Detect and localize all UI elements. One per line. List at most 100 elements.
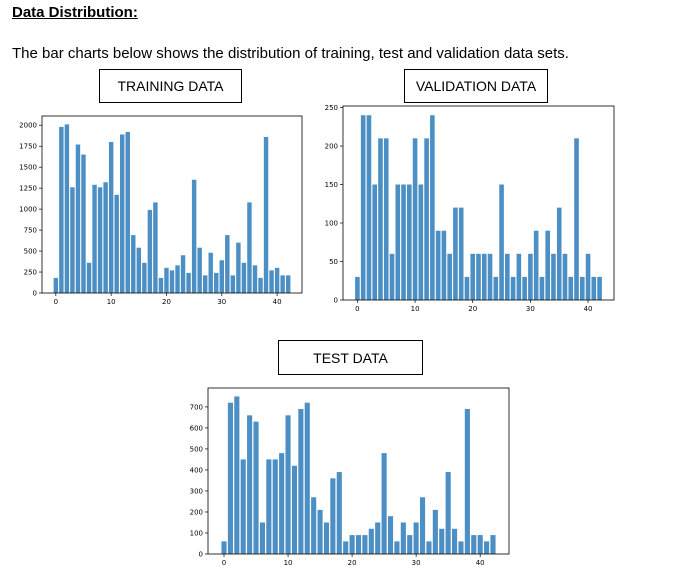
- validation-plot-frame: [342, 105, 615, 301]
- training-bar: [258, 277, 263, 293]
- training-bar: [236, 242, 241, 293]
- test-bar: [234, 396, 240, 554]
- training-x-tick-label: 40: [273, 298, 282, 306]
- validation-y-tick-label: 50: [329, 258, 338, 266]
- validation-bar: [505, 253, 510, 300]
- training-bar: [114, 194, 119, 293]
- training-bar: [153, 202, 158, 293]
- validation-y-tick-label: 0: [334, 297, 338, 305]
- validation-bar: [481, 253, 487, 300]
- training-y-tick-label: 0: [33, 290, 37, 298]
- training-bar: [208, 252, 213, 293]
- training-bar: [64, 124, 70, 293]
- validation-bar: [539, 276, 545, 300]
- validation-bar: [412, 138, 418, 300]
- validation-y-tick-label: 200: [325, 143, 338, 151]
- validation-bar: [383, 138, 389, 300]
- training-chart: 0 10 20 30 40 0 250 500 750 1000 1250 1500 1750 2000: [0, 110, 310, 310]
- training-bar: [70, 187, 75, 293]
- training-bar: [202, 275, 208, 293]
- training-bar: [219, 260, 224, 293]
- test-bar: [387, 516, 394, 554]
- training-bar: [269, 270, 274, 293]
- training-bar: [197, 247, 202, 293]
- validation-bar: [355, 276, 360, 300]
- test-bar: [240, 459, 246, 554]
- training-bar: [103, 182, 108, 293]
- validation-bar: [378, 138, 383, 300]
- test-bar: [279, 453, 285, 554]
- training-bar: [142, 262, 147, 293]
- training-bar: [186, 272, 191, 293]
- training-bar: [97, 187, 103, 293]
- test-bar: [464, 409, 470, 554]
- validation-chart: 0 10 20 30 40 0 50 100 150 200 250: [315, 100, 620, 322]
- training-y-tick-label: 500: [24, 248, 37, 256]
- test-bar: [413, 522, 419, 554]
- validation-bar: [447, 253, 452, 300]
- validation-data-label: VALIDATION DATA: [404, 69, 548, 103]
- training-bar: [120, 134, 125, 293]
- test-bar: [394, 541, 400, 554]
- training-x-tick-label: 20: [162, 298, 171, 306]
- training-x-tick-label: 10: [107, 298, 116, 306]
- validation-bar: [574, 138, 579, 300]
- test-bar: [259, 522, 265, 554]
- validation-bar: [395, 184, 401, 300]
- validation-bar: [516, 253, 522, 300]
- validation-bar: [453, 207, 458, 300]
- test-bar: [285, 415, 291, 554]
- validation-bar: [424, 138, 429, 300]
- validation-bar: [493, 276, 499, 300]
- test-y-tick-label: 100: [190, 529, 203, 537]
- test-bar: [375, 522, 381, 554]
- test-y-tick-label: 700: [190, 403, 203, 411]
- training-bar: [175, 265, 180, 293]
- test-bar: [330, 478, 336, 554]
- training-bar: [191, 179, 197, 293]
- training-y-tick-label: 1500: [19, 164, 37, 172]
- training-y-tick-label: 750: [24, 227, 37, 235]
- test-bar: [298, 409, 304, 554]
- test-bar: [471, 535, 477, 554]
- test-bar: [452, 528, 458, 554]
- validation-bar: [470, 253, 476, 300]
- validation-bar: [389, 253, 395, 300]
- validation-bar: [476, 253, 481, 300]
- test-bar: [439, 528, 445, 554]
- validation-bar: [418, 184, 424, 300]
- test-bar: [400, 522, 406, 554]
- test-y-tick-label: 600: [190, 424, 203, 432]
- validation-bar: [551, 253, 556, 300]
- test-bar: [343, 541, 349, 554]
- section-heading: Data Distribution:: [12, 4, 138, 21]
- validation-bar: [407, 184, 412, 300]
- test-bar: [458, 541, 464, 554]
- training-x-tick-label: 0: [54, 298, 58, 306]
- training-bar: [131, 235, 136, 293]
- training-bar: [147, 209, 153, 293]
- training-bar: [263, 136, 269, 293]
- validation-bar: [562, 253, 568, 300]
- validation-bar: [568, 276, 574, 300]
- validation-x-tick-label: 10: [411, 305, 420, 313]
- test-bar: [272, 459, 278, 554]
- validation-bar: [545, 230, 550, 300]
- test-bar: [317, 509, 323, 554]
- validation-bar: [464, 276, 470, 300]
- test-bar: [355, 535, 362, 554]
- validation-bar: [401, 184, 406, 300]
- test-bar: [323, 522, 330, 554]
- test-bar: [490, 535, 496, 554]
- validation-bar: [360, 115, 366, 301]
- training-plot-frame: [41, 115, 303, 294]
- test-bar: [221, 541, 227, 554]
- test-bar: [227, 402, 233, 554]
- test-bar: [253, 421, 259, 554]
- test-bar: [291, 465, 298, 554]
- test-bar: [484, 541, 490, 554]
- validation-bar: [487, 253, 493, 300]
- test-y-tick-label: 400: [190, 466, 203, 474]
- test-x-tick-label: 20: [348, 559, 357, 567]
- validation-bar: [372, 184, 378, 300]
